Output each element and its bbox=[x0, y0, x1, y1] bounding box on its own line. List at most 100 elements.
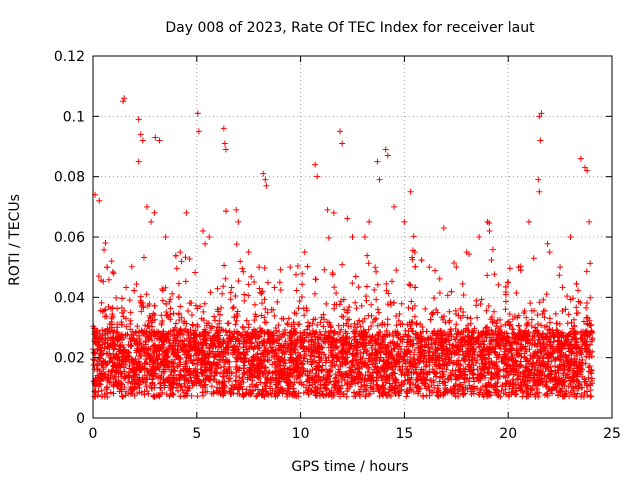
data-point bbox=[158, 312, 165, 319]
data-point bbox=[227, 296, 234, 303]
data-point bbox=[218, 304, 225, 311]
data-point bbox=[398, 300, 405, 307]
data-point bbox=[534, 327, 541, 334]
data-point bbox=[375, 309, 382, 316]
data-point bbox=[305, 319, 312, 326]
data-point bbox=[494, 365, 501, 372]
data-point bbox=[329, 271, 336, 278]
data-point bbox=[251, 317, 258, 324]
data-point bbox=[166, 298, 173, 305]
data-point bbox=[559, 307, 566, 314]
data-point bbox=[467, 315, 474, 322]
data-point bbox=[122, 388, 129, 395]
data-point bbox=[243, 317, 250, 324]
data-point bbox=[327, 323, 334, 330]
data-point bbox=[568, 319, 575, 326]
data-point bbox=[311, 290, 318, 297]
data-point bbox=[182, 254, 189, 261]
data-point bbox=[317, 319, 324, 326]
data-point bbox=[484, 272, 491, 279]
data-point bbox=[211, 313, 218, 320]
data-point bbox=[239, 265, 246, 272]
data-point bbox=[208, 383, 215, 390]
data-point bbox=[556, 320, 563, 327]
data-point bbox=[143, 339, 150, 346]
data-point bbox=[536, 299, 543, 306]
data-point bbox=[245, 324, 252, 331]
data-point bbox=[562, 306, 569, 313]
data-point bbox=[127, 320, 134, 327]
data-point bbox=[406, 281, 413, 288]
data-point bbox=[588, 392, 595, 399]
data-point bbox=[338, 326, 345, 333]
data-point bbox=[357, 349, 364, 356]
data-point bbox=[133, 281, 140, 288]
data-point bbox=[488, 257, 495, 264]
data-point bbox=[455, 339, 462, 346]
data-point bbox=[368, 301, 375, 308]
data-point bbox=[164, 311, 171, 318]
data-point bbox=[296, 298, 303, 305]
data-point bbox=[587, 393, 594, 400]
data-point bbox=[396, 310, 403, 317]
data-point bbox=[151, 312, 158, 319]
data-point bbox=[364, 368, 371, 375]
data-point bbox=[368, 312, 375, 319]
data-point bbox=[325, 234, 332, 241]
data-point bbox=[436, 290, 443, 297]
data-point bbox=[499, 382, 506, 389]
data-point bbox=[188, 312, 195, 319]
data-point bbox=[586, 362, 593, 369]
data-point bbox=[144, 302, 151, 309]
data-point bbox=[269, 361, 276, 368]
data-point bbox=[212, 317, 219, 324]
data-point bbox=[388, 278, 395, 285]
data-point bbox=[509, 326, 516, 333]
data-point bbox=[159, 297, 166, 304]
data-point bbox=[464, 314, 471, 321]
data-point bbox=[230, 303, 237, 310]
data-point bbox=[363, 283, 370, 290]
data-point bbox=[541, 392, 548, 399]
data-point bbox=[573, 304, 580, 311]
data-point bbox=[383, 280, 390, 287]
data-point bbox=[251, 301, 258, 308]
data-point bbox=[312, 276, 319, 283]
data-point bbox=[206, 329, 213, 336]
data-point bbox=[172, 324, 179, 331]
data-point bbox=[303, 305, 310, 312]
data-point bbox=[272, 324, 279, 331]
data-point bbox=[574, 287, 581, 294]
data-point bbox=[114, 305, 121, 312]
data-point bbox=[182, 278, 189, 285]
data-point bbox=[527, 300, 534, 307]
data-point bbox=[412, 376, 419, 383]
data-point bbox=[217, 370, 224, 377]
data-point bbox=[489, 246, 496, 253]
data-point bbox=[227, 289, 234, 296]
data-point bbox=[514, 376, 521, 383]
data-point bbox=[408, 298, 415, 305]
data-point bbox=[446, 308, 453, 315]
data-point bbox=[373, 315, 380, 322]
data-point bbox=[404, 332, 411, 339]
data-point bbox=[384, 321, 391, 328]
data-point bbox=[169, 290, 176, 297]
data-point bbox=[172, 320, 179, 327]
data-point bbox=[374, 322, 381, 329]
data-point bbox=[395, 317, 402, 324]
data-point bbox=[101, 246, 108, 253]
data-point bbox=[235, 278, 242, 285]
data-point bbox=[304, 263, 311, 270]
data-point bbox=[506, 265, 513, 272]
data-point bbox=[245, 292, 252, 299]
data-point bbox=[293, 287, 300, 294]
data-point bbox=[411, 351, 418, 358]
data-point bbox=[167, 305, 174, 312]
data-point bbox=[353, 305, 360, 312]
data-point bbox=[423, 392, 430, 399]
data-point bbox=[411, 313, 418, 320]
data-point bbox=[485, 303, 492, 310]
data-point bbox=[467, 320, 474, 327]
